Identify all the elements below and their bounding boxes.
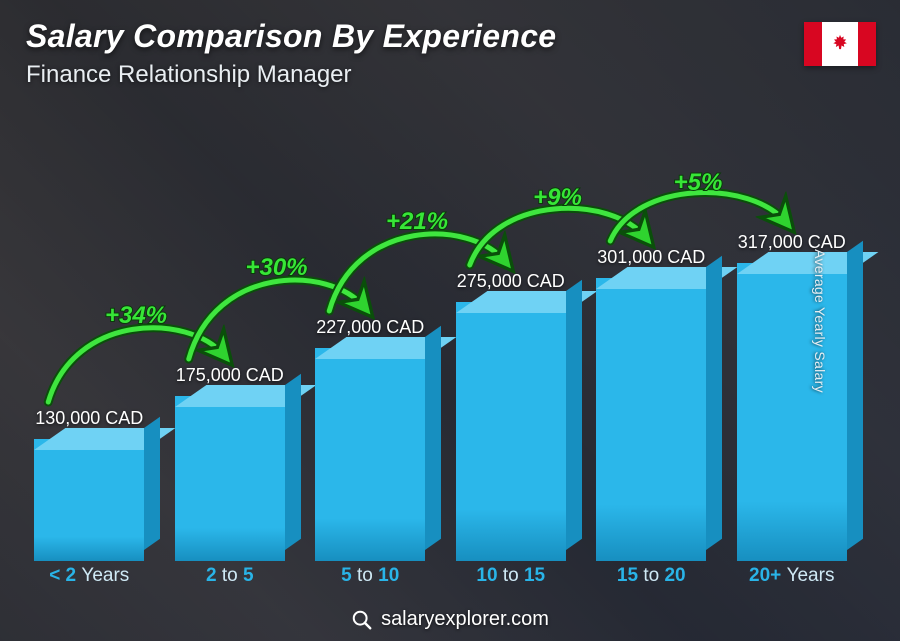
bar-4: 301,000 CAD 15 to 20 — [588, 247, 715, 561]
footer-tld: .com — [506, 608, 549, 630]
bars-container: 130,000 CAD < 2 Years 175,000 CAD 2 to 5… — [26, 131, 855, 561]
page-subtitle: Finance Relationship Manager — [26, 61, 874, 89]
bar-3d — [175, 396, 285, 561]
maple-leaf-icon — [829, 33, 851, 55]
header: Salary Comparison By Experience Finance … — [26, 18, 874, 89]
bar-value-label: 275,000 CAD — [457, 271, 565, 292]
bar-front-face — [737, 263, 847, 561]
bar-value-label: 175,000 CAD — [176, 365, 284, 386]
footer: salaryexplorer.com — [0, 608, 900, 631]
bar-side-face — [706, 256, 722, 550]
bar-front-face — [34, 439, 144, 561]
bar-3d — [34, 439, 144, 561]
chart-area: 130,000 CAD < 2 Years 175,000 CAD 2 to 5… — [26, 110, 855, 583]
page-title: Salary Comparison By Experience — [26, 18, 874, 55]
category-label: 2 to 5 — [206, 565, 254, 587]
category-label: 20+ Years — [749, 565, 834, 587]
footer-text: salaryexplorer.com — [381, 608, 549, 631]
bar-value-label: 317,000 CAD — [738, 232, 846, 253]
bar-3d — [596, 278, 706, 561]
bar-3: 275,000 CAD 10 to 15 — [448, 271, 575, 561]
bar-front-face — [596, 278, 706, 561]
bar-side-face — [847, 241, 863, 550]
bar-3d — [737, 263, 847, 561]
bar-front-face — [456, 302, 566, 561]
bar-side-face — [144, 417, 160, 550]
flag-band-right — [858, 22, 876, 66]
bar-3d — [315, 348, 425, 561]
category-label: 5 to 10 — [341, 565, 399, 587]
bar-front-face — [175, 396, 285, 561]
bar-1: 175,000 CAD 2 to 5 — [167, 365, 294, 561]
bar-2: 227,000 CAD 5 to 10 — [307, 317, 434, 561]
country-flag — [804, 22, 876, 66]
bar-value-label: 227,000 CAD — [316, 317, 424, 338]
flag-band-left — [804, 22, 822, 66]
bar-5: 317,000 CAD 20+ Years — [729, 232, 856, 561]
category-label: < 2 Years — [49, 565, 129, 587]
category-label: 15 to 20 — [617, 565, 686, 587]
flag-center — [822, 22, 858, 66]
bar-0: 130,000 CAD < 2 Years — [26, 408, 153, 561]
bar-front-face — [315, 348, 425, 561]
bar-value-label: 130,000 CAD — [35, 408, 143, 429]
bar-value-label: 301,000 CAD — [597, 247, 705, 268]
category-label: 10 to 15 — [476, 565, 545, 587]
footer-site: salaryexplorer — [381, 608, 506, 630]
magnifier-icon — [351, 609, 373, 631]
bar-side-face — [425, 326, 441, 550]
bar-3d — [456, 302, 566, 561]
bar-side-face — [566, 280, 582, 550]
y-axis-label: Average Yearly Salary — [812, 249, 828, 393]
bar-side-face — [285, 374, 301, 550]
